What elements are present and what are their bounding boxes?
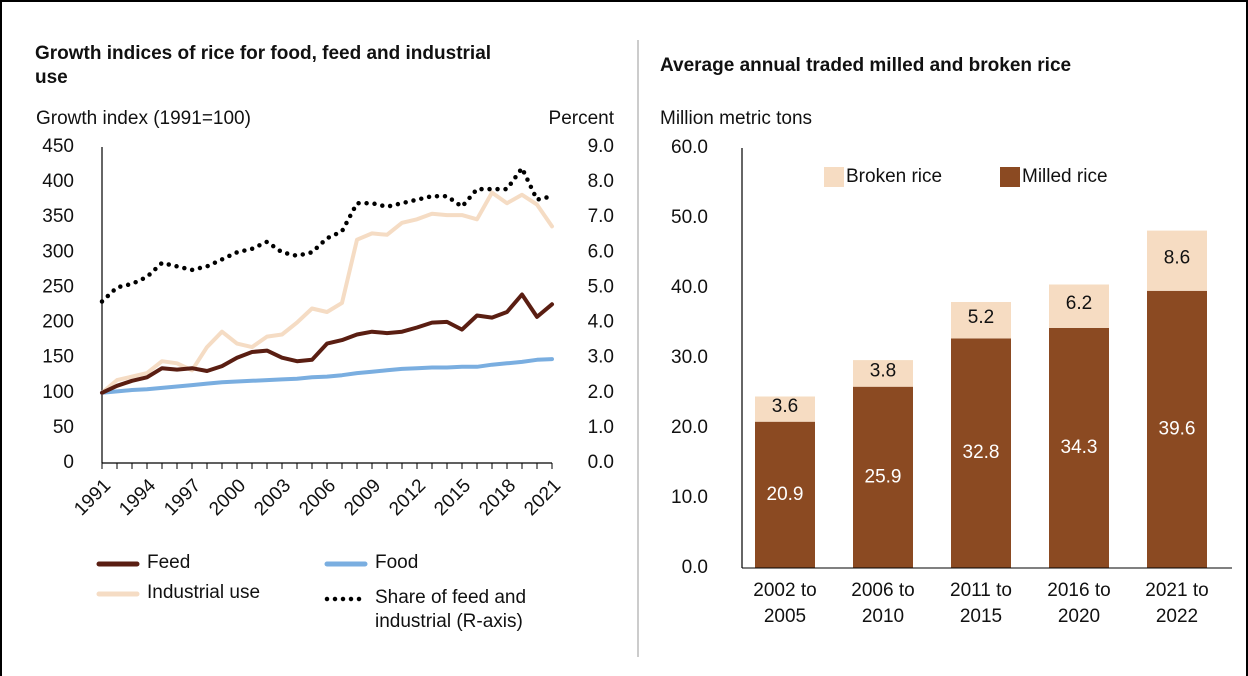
y-tick-label: 60.0	[671, 137, 708, 158]
x-tick-label: 2018	[475, 475, 520, 520]
bar-segment	[1147, 230, 1207, 291]
y-tick-label: 40.0	[671, 277, 708, 298]
bar-segment	[755, 421, 815, 568]
series-line	[100, 190, 554, 395]
y-tick-label: 300	[42, 241, 74, 262]
x-tick-label: 1994	[115, 475, 160, 520]
legend-label: Feed	[147, 552, 191, 573]
bar-segment	[755, 396, 815, 422]
x-tick-label: 2016 to 2020	[1047, 580, 1111, 627]
bar-segment	[1147, 290, 1207, 568]
x-tick-label: 2011 to 2015	[950, 580, 1012, 627]
y2-tick-label: 9.0	[588, 136, 614, 157]
y2-tick-label: 6.0	[588, 241, 614, 262]
legend-swatch	[1000, 167, 1020, 187]
series-line	[100, 292, 554, 395]
y2-tick-label: 2.0	[588, 382, 614, 403]
legend-label: Food	[375, 552, 419, 573]
value-label: 39.6	[1159, 418, 1196, 439]
x-tick-label: 2021 to 2022	[1145, 580, 1209, 627]
x-tick-label: 2021	[520, 475, 565, 520]
y-tick-label: 400	[42, 171, 74, 192]
series-line	[100, 357, 554, 395]
value-label: 34.3	[1061, 437, 1098, 458]
y-tick-label: 0.0	[682, 557, 708, 578]
y-tick-label: 150	[42, 347, 74, 368]
legend-label: Broken rice	[846, 166, 942, 187]
value-label: 25.9	[865, 466, 902, 487]
legend-label: Industrial use	[147, 582, 261, 603]
x-tick-label: 2012	[385, 475, 430, 520]
y2-tick-label: 4.0	[588, 312, 614, 333]
value-label: 6.2	[1066, 293, 1092, 314]
bar-segment	[1049, 284, 1109, 328]
x-tick-label: 2009	[340, 475, 385, 520]
y2-tick-label: 3.0	[588, 347, 614, 368]
value-label: 20.9	[767, 484, 804, 505]
y2-tick-label: 8.0	[588, 171, 614, 192]
y2-tick-label: 0.0	[588, 452, 614, 473]
legend-swatch	[824, 167, 844, 187]
value-label: 5.2	[968, 307, 994, 328]
legend-label: Share of feed and industrial (R-axis)	[375, 587, 527, 632]
bar-segment	[853, 386, 913, 568]
y-tick-label: 20.0	[671, 417, 708, 438]
bar-segment	[1049, 327, 1109, 568]
y-tick-label: 200	[42, 312, 74, 333]
x-tick-label: 2000	[205, 475, 250, 520]
y-tick-label: 0	[63, 452, 74, 473]
y-tick-label: 100	[42, 382, 74, 403]
y-tick-label: 30.0	[671, 347, 708, 368]
y-axis-label: Million metric tons	[660, 108, 812, 129]
y2-axis-label: Percent	[549, 108, 615, 129]
y-tick-label: 50.0	[671, 207, 708, 228]
x-tick-label: 2003	[250, 475, 295, 520]
x-tick-label: 2006	[295, 475, 340, 520]
y-tick-label: 50	[53, 417, 74, 438]
bar-segment	[951, 302, 1011, 339]
value-label: 8.6	[1164, 248, 1190, 269]
x-tick-label: 2002 to 2005	[753, 580, 817, 627]
bar-segment	[853, 360, 913, 387]
series-line	[99, 165, 555, 304]
value-label: 3.8	[870, 360, 896, 381]
x-tick-label: 2006 to 2010	[851, 580, 915, 627]
y2-tick-label: 5.0	[588, 276, 614, 297]
value-label: 32.8	[963, 442, 1000, 463]
y2-tick-label: 7.0	[588, 206, 614, 227]
x-tick-label: 2015	[430, 475, 475, 520]
legend-label: Milled rice	[1022, 166, 1108, 187]
chart-title: Average annual traded milled and broken …	[660, 55, 1072, 76]
y-axis-label: Growth index (1991=100)	[36, 108, 251, 129]
bar-segment	[951, 338, 1011, 568]
value-label: 3.6	[772, 396, 798, 417]
y-tick-label: 10.0	[671, 487, 708, 508]
y-tick-label: 350	[42, 206, 74, 227]
y-tick-label: 250	[42, 276, 74, 297]
x-tick-label: 1991	[70, 475, 115, 520]
x-tick-label: 1997	[160, 475, 205, 520]
y-tick-label: 450	[42, 136, 74, 157]
chart-title: Growth indices of rice for food, feed an…	[35, 43, 492, 88]
y2-tick-label: 1.0	[588, 417, 614, 438]
